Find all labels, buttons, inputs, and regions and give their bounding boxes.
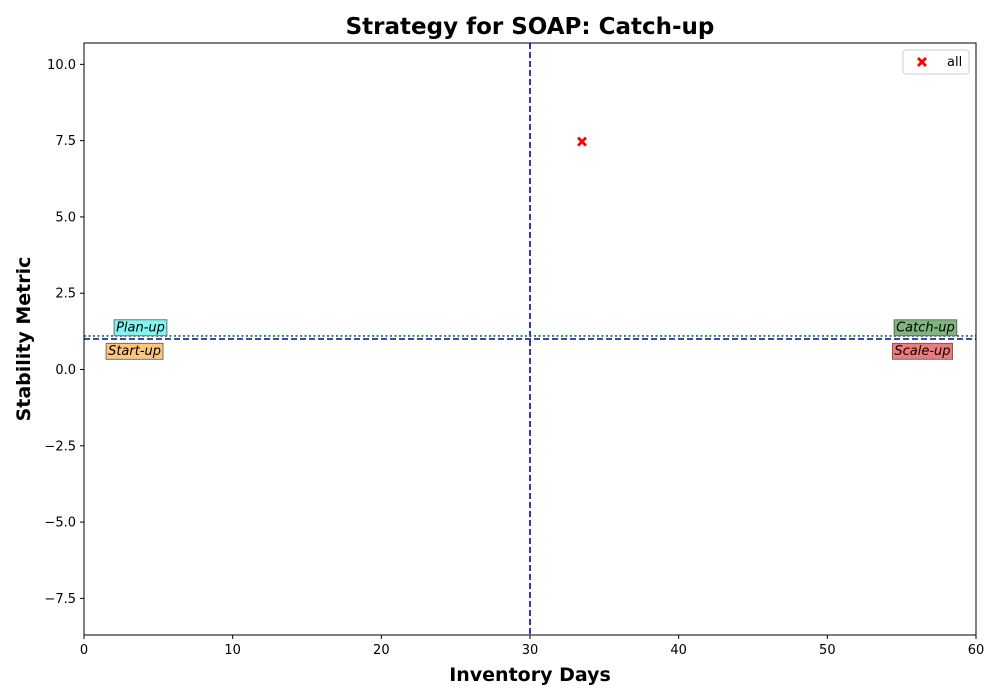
plot-area: 0 10 20 30 40 50 60 −7.5 −5.0 −2.5 0.0 2.5 5.0 7.5 10.… <box>44 43 984 658</box>
quadrant-label-box <box>893 319 958 337</box>
x-tick-label: 60 <box>968 643 985 658</box>
quadrant-label-plan-up: Plan-up <box>113 319 168 337</box>
data-point-all <box>577 136 588 147</box>
quadrant-label-start-up: Start-up <box>105 342 164 360</box>
y-tick-label: 7.5 <box>55 134 76 149</box>
x-tick-label: 10 <box>224 643 241 658</box>
x-tick-label: 40 <box>670 643 687 658</box>
y-tick-label: 0.0 <box>55 363 76 378</box>
y-tick-label: 2.5 <box>55 287 76 302</box>
quadrant-label-scale-up: Scale-up <box>891 342 953 360</box>
quadrant-label-text: Start-up <box>108 344 161 359</box>
x-tick-label: 50 <box>819 643 836 658</box>
x-tick-label: 30 <box>522 643 539 658</box>
legend-marker-all <box>917 57 927 67</box>
x-tick-label: 20 <box>373 643 390 658</box>
chart-title: Strategy for SOAP: Catch-up <box>346 14 715 40</box>
y-tick-label: 5.0 <box>55 210 76 225</box>
y-tick-label: −5.0 <box>44 516 76 531</box>
y-axis-label: Stability Metric <box>13 257 35 422</box>
y-tick-label: −2.5 <box>44 439 76 454</box>
y-tick-label: −7.5 <box>44 592 76 607</box>
quadrant-label-text: Plan-up <box>116 320 165 335</box>
quadrant-label-text: Catch-up <box>896 320 955 335</box>
quadrant-label-box <box>113 319 168 337</box>
quadrant-label-box <box>105 342 164 360</box>
legend-box <box>902 49 970 75</box>
legend: all <box>902 49 970 75</box>
plot-frame <box>83 42 977 636</box>
legend-marker-icon <box>917 57 927 67</box>
quadrant-label-text: Scale-up <box>894 344 950 359</box>
quadrant-label-catch-up: Catch-up <box>893 319 958 337</box>
x-tick-label: 0 <box>80 643 88 658</box>
quadrant-label-box <box>891 342 953 360</box>
y-tick-label: 10.0 <box>47 58 76 73</box>
legend-label-all: all <box>947 55 962 70</box>
x-axis-label: Inventory Days <box>449 664 611 686</box>
